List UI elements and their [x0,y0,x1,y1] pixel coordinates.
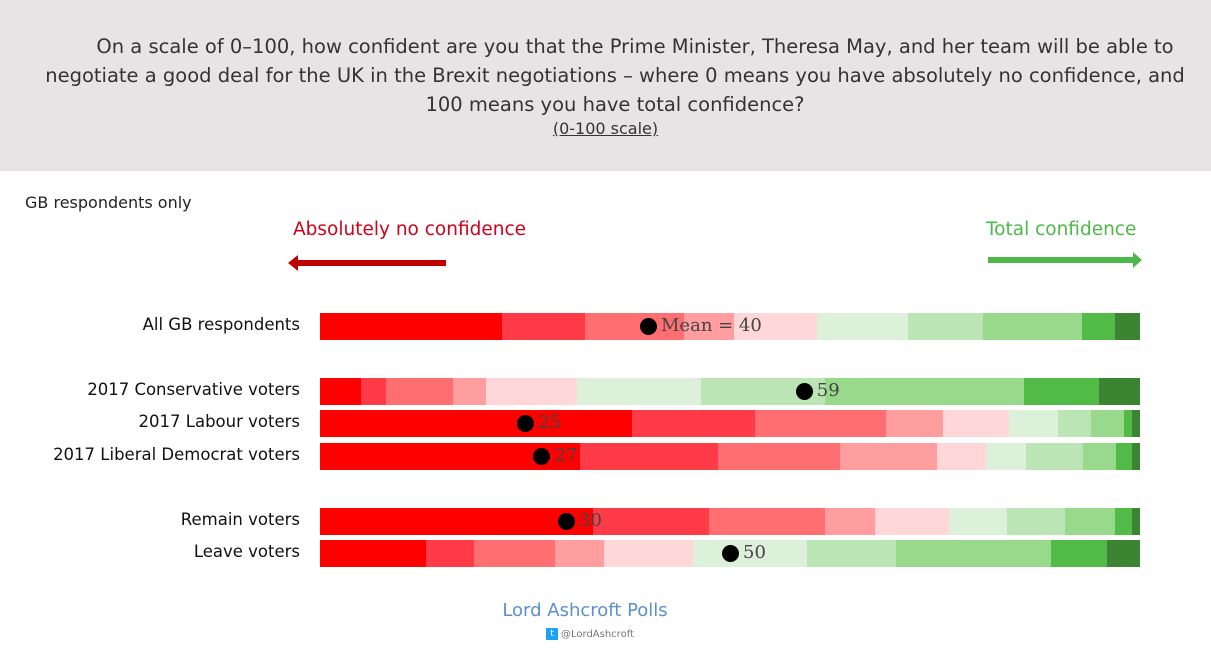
twitter-icon: t [546,628,558,640]
bar-segment [1065,508,1116,535]
bar-segment [1115,508,1132,535]
brand-logo: Lord Ashcroft Polls [502,600,668,621]
bar-segment [816,313,909,340]
mean-dot [795,383,813,400]
bar-segment [631,410,755,437]
bar-segment [576,378,701,405]
bar-segment [717,443,840,470]
bar-segment [593,508,710,535]
stacked-bar: 50 [320,540,1140,567]
question-text: On a scale of 0–100, how confident are y… [20,32,1210,119]
bar-segment [1107,540,1140,567]
mean-dot [517,415,534,432]
bar-segment [386,378,453,405]
bar-segment [937,443,986,470]
right-arrow-icon [988,252,1142,268]
bar-segment [425,540,475,567]
bar-segment [896,540,1051,567]
bar-segment [452,378,486,405]
mean-label: 27 [554,445,578,466]
row-label: 2017 Liberal Democrat voters [53,445,300,464]
mean-label: 59 [816,380,840,401]
bar-segment [320,508,594,535]
bar-segment [555,540,605,567]
bar-segment [320,410,632,437]
stacked-bar: 59 [320,378,1140,405]
bar-segment [1131,410,1140,437]
no-confidence-label: Absolutely no confidence [293,219,527,240]
bar-segment [1123,410,1132,437]
bar-segment [949,508,1008,535]
bar-segment [579,443,718,470]
bar-segment [874,508,950,535]
bar-segment [485,378,577,405]
mean-label: 25 [538,412,561,433]
bar-segment [985,443,1027,470]
stacked-bar: 25 [320,410,1140,437]
bar-segment [1083,443,1116,470]
mean-label: Mean = 40 [661,315,762,336]
mean-dot [558,513,575,530]
scale-note: (0-100 scale) [552,119,659,138]
mean-dot [640,318,657,335]
bar-segment [709,508,826,535]
question-header: On a scale of 0–100, how confident are y… [0,0,1211,171]
bar-segment [585,313,685,340]
bar-segment [1090,410,1124,437]
stacked-bar: 27 [320,443,1140,470]
bar-segment [1057,410,1091,437]
twitter-text: @LordAshcroft [561,628,634,640]
bar-segment [684,313,735,340]
bar-segment [502,313,586,340]
bar-segment [361,378,387,405]
bar-segment [754,410,886,437]
stacked-bar: 30 [320,508,1140,535]
question-line: 100 means you have total confidence? [425,93,805,116]
row-label: 2017 Labour voters [138,412,300,431]
bar-segment [885,410,944,437]
row-label: 2017 Conservative voters [87,380,300,399]
bar-segment [825,508,875,535]
mean-dot [722,545,739,562]
bar-segment [1081,313,1116,340]
bar-segment [982,313,1082,340]
bar-segment [320,540,426,567]
bar-segment [1098,378,1140,405]
bar-segment [1008,410,1058,437]
mean-label: 50 [743,542,766,563]
bar-segment [1131,443,1140,470]
bar-segment [807,540,897,567]
bar-segment [908,313,983,340]
mean-label: 30 [579,510,602,531]
bar-segment [474,540,556,567]
question-line: negotiate a good deal for the UK in the … [45,64,1185,87]
twitter-handle: t @LordAshcroft [546,628,634,640]
bar-segment [320,378,362,405]
row-label: Remain voters [180,510,300,529]
bar-segment [1050,540,1108,567]
row-label: All GB respondents [142,315,300,334]
bar-segment [1023,378,1099,405]
bar-segment [693,540,808,567]
bar-segment [734,313,817,340]
row-label: Leave voters [193,542,300,561]
total-confidence-label: Total confidence [986,219,1137,240]
mean-dot [533,448,551,465]
bar-segment [1026,443,1084,470]
bar-segment [1007,508,1066,535]
bar-segment [1115,313,1140,340]
bar-segment [1115,443,1132,470]
bar-segment [839,443,938,470]
left-arrow-icon [288,255,446,271]
question-line: On a scale of 0–100, how confident are y… [96,35,1174,58]
bar-segment [825,378,1024,405]
stacked-bar: Mean = 40 [320,313,1140,340]
bar-segment [1131,508,1140,535]
bar-segment [320,313,503,340]
bar-segment [943,410,1009,437]
sample-note: GB respondents only [25,193,192,212]
bar-segment [604,540,694,567]
